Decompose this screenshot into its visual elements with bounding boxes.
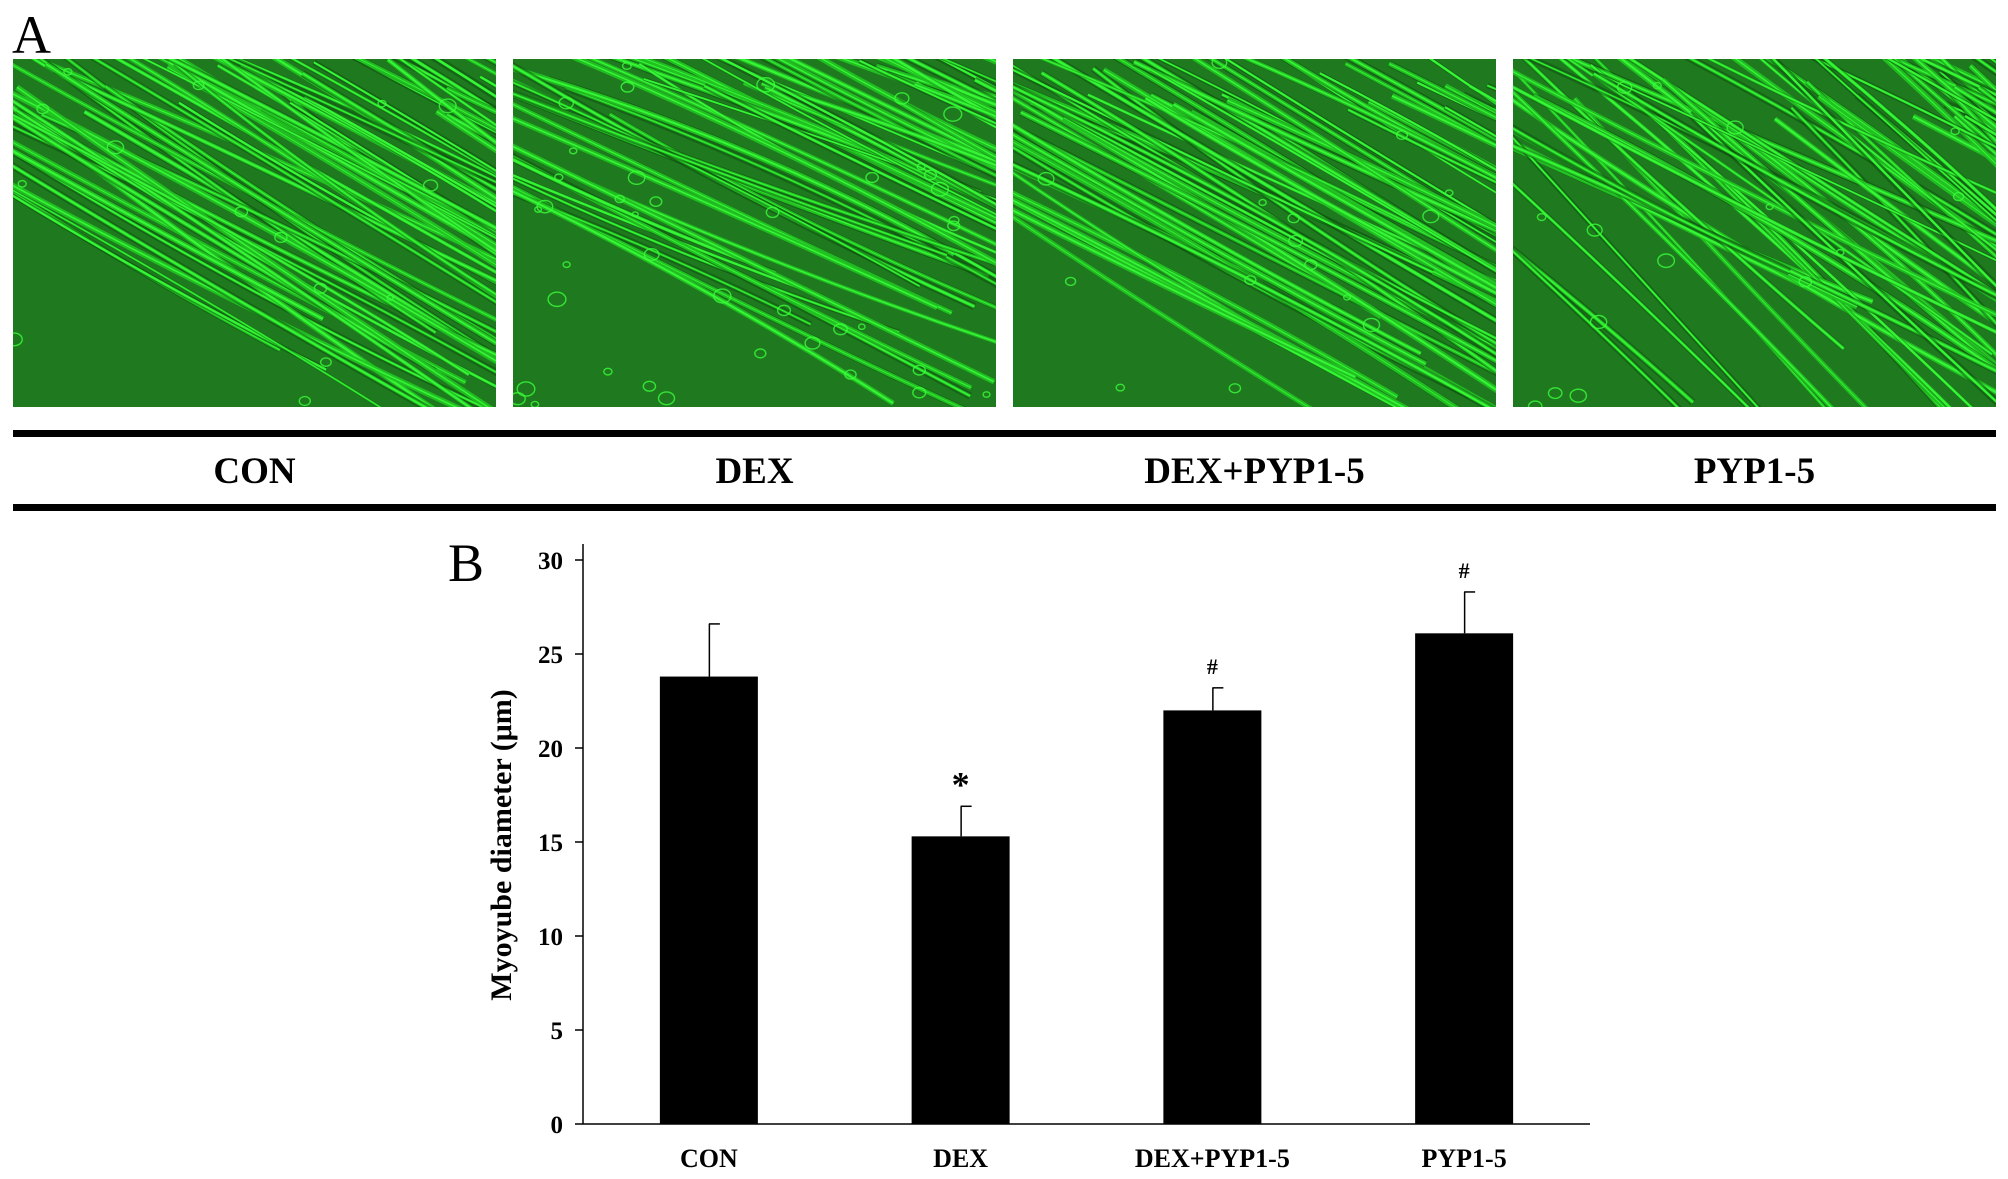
- micrograph-dex-pyp1-5: [1013, 59, 1496, 407]
- y-axis-title: Myoyube diameter (μm): [485, 689, 518, 1000]
- group-label-con: CON: [213, 451, 296, 492]
- y-tick-label: 15: [538, 830, 563, 857]
- group-label-bottom-rule: [13, 504, 1996, 511]
- y-tick-label: 5: [551, 1018, 564, 1045]
- panel-a-label: A: [12, 5, 51, 65]
- y-tick-label: 20: [538, 736, 563, 763]
- micrograph-texture: [13, 59, 496, 407]
- bar: [911, 836, 1010, 1124]
- micrograph-texture: [1013, 59, 1496, 407]
- significance-marker: #: [1207, 654, 1218, 679]
- x-tick-label: DEX: [933, 1144, 988, 1173]
- x-tick-label: DEX+PYP1-5: [1135, 1144, 1290, 1173]
- significance-marker: #: [1459, 558, 1470, 583]
- bar: [659, 676, 758, 1124]
- x-tick-label: CON: [680, 1144, 738, 1173]
- y-tick-label: 10: [538, 924, 563, 951]
- bar: [1415, 633, 1514, 1124]
- group-label-dex-pyp1-5: DEX+PYP1-5: [1144, 451, 1365, 492]
- y-tick-label: 0: [551, 1112, 564, 1139]
- micrograph-con: [13, 59, 496, 407]
- bar: [1163, 710, 1262, 1124]
- micrograph-pyp1-5: [1513, 59, 1996, 407]
- micrograph-texture: [513, 59, 996, 407]
- micrograph-dex: [513, 59, 996, 407]
- group-label-pyp1-5: PYP1-5: [1693, 451, 1816, 492]
- panel-b-label: B: [448, 533, 485, 593]
- group-label-top-rule: [13, 430, 1996, 437]
- group-label-dex: DEX: [715, 451, 794, 492]
- y-tick-label: 30: [538, 548, 563, 575]
- micrograph-texture: [1513, 59, 1996, 407]
- significance-marker: *: [952, 764, 970, 804]
- x-tick-label: PYP1-5: [1422, 1144, 1507, 1173]
- y-tick-label: 25: [538, 642, 563, 669]
